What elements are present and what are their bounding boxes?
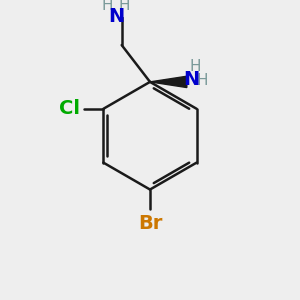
Text: Br: Br: [138, 214, 162, 233]
Text: H: H: [102, 0, 113, 13]
Text: H: H: [119, 0, 130, 13]
Polygon shape: [150, 76, 187, 88]
Text: H: H: [197, 73, 208, 88]
Text: N: N: [183, 70, 199, 88]
Text: N: N: [108, 7, 124, 26]
Text: H: H: [190, 59, 201, 74]
Text: Cl: Cl: [59, 99, 80, 118]
